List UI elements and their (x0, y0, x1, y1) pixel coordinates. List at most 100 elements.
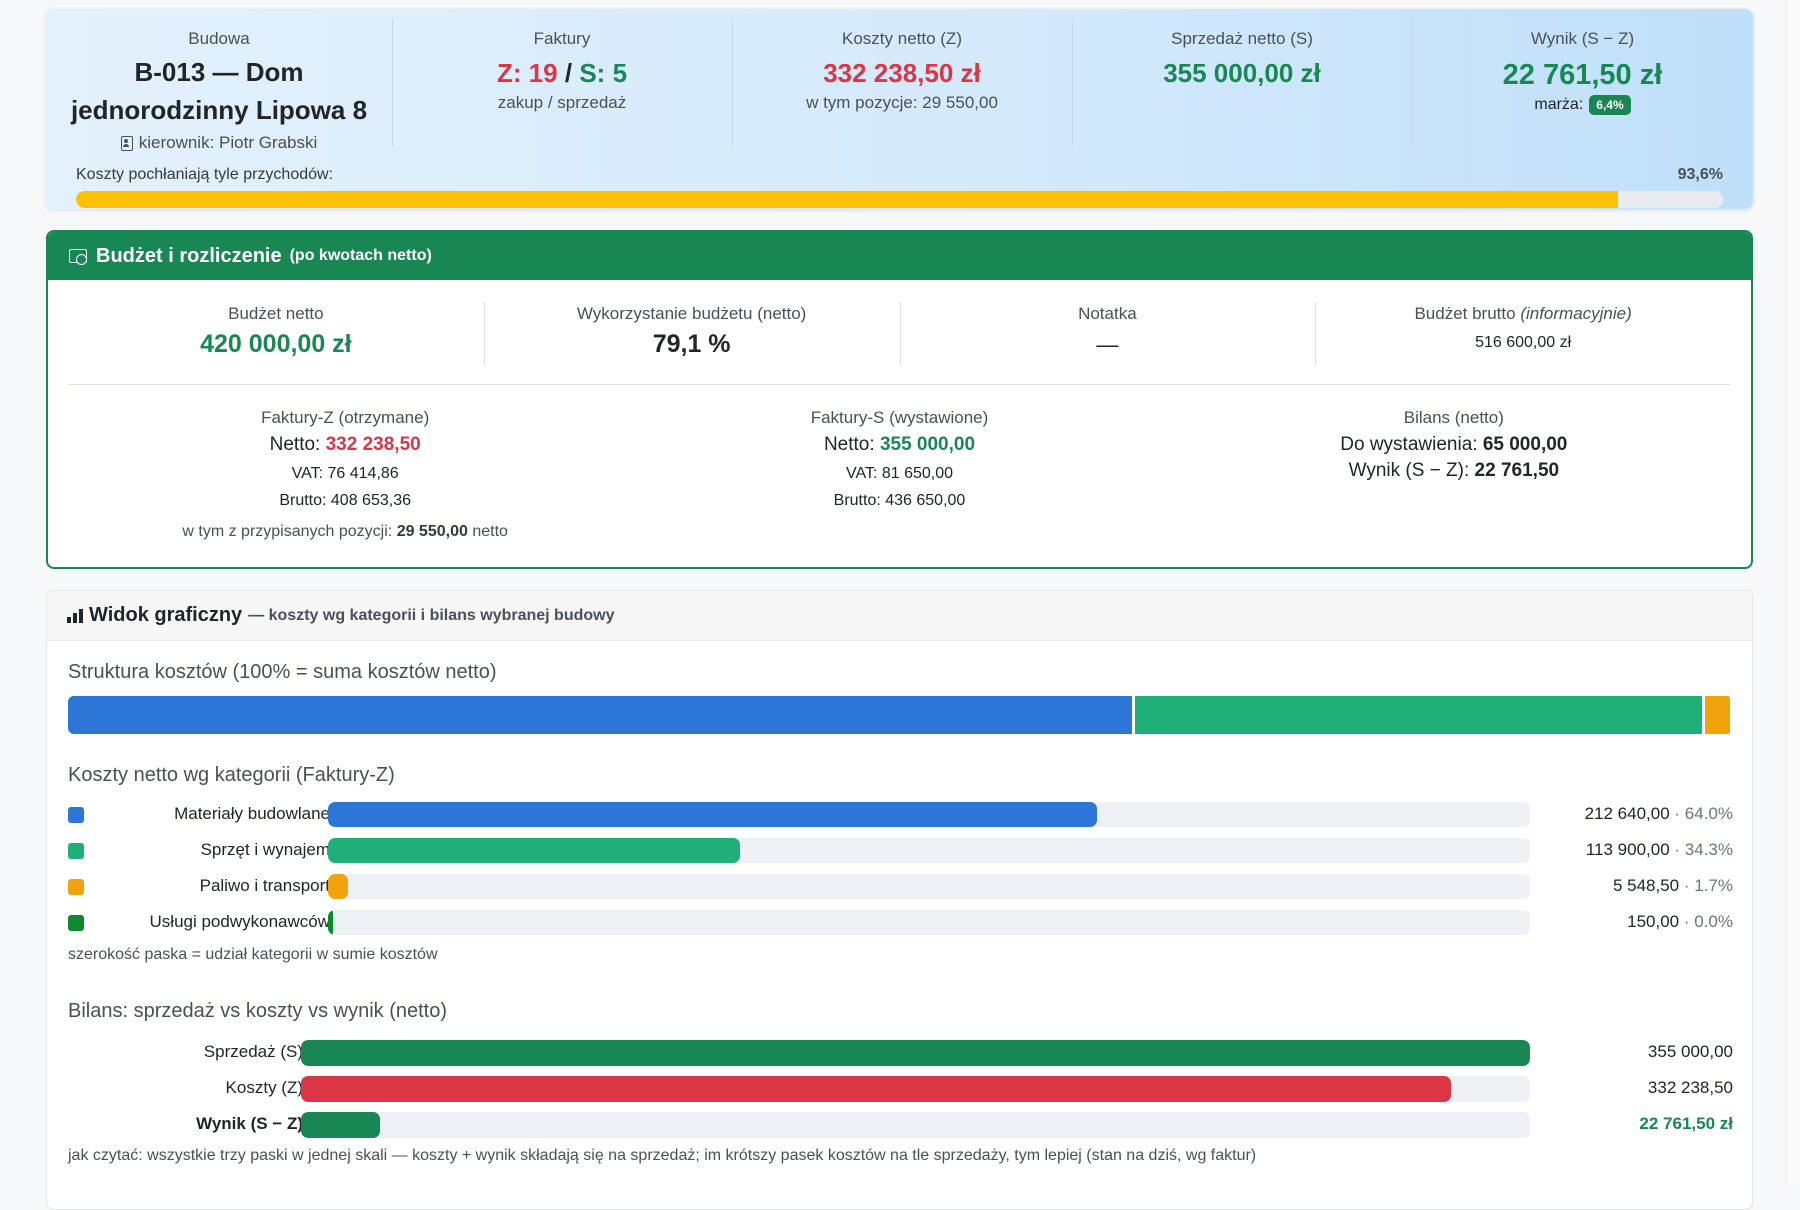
balance-label: Koszty (Z) (225, 1078, 303, 1097)
invoices-z-net: Netto: 332 238,50 (68, 434, 622, 456)
invoices-summary: Faktury Z: 19 / S: 5 zakup / sprzedaż (392, 9, 732, 149)
category-label: Sprzęt i wynajem (200, 840, 330, 859)
balance-bar-track (301, 1040, 1530, 1066)
assigned-note-prefix: w tym z przypisanych pozycji: (182, 523, 393, 540)
legend-swatch (68, 843, 84, 859)
categories-title: Koszty netto wg kategorii (Faktury-Z) (68, 764, 395, 786)
category-row: Sprzęt i wynajem 113 900,00 · 34.3% (68, 837, 1733, 865)
category-bar-track (328, 874, 1530, 899)
balance-result-label: Wynik (S − Z): (1348, 460, 1470, 481)
category-bar-track (328, 910, 1530, 935)
budget-stats: Budżet netto 420 000,00 zł Wykorzystanie… (68, 302, 1731, 374)
graph-title: Widok graficzny (89, 604, 243, 626)
invoices-z-gross: Brutto: 408 653,36 (279, 492, 411, 509)
invoices-z-vat: VAT: 76 414,86 (291, 465, 399, 482)
legend-swatch (68, 879, 84, 895)
category-row: Usługi podwykonawców 150,00 · 0.0% (68, 909, 1733, 937)
cost-structure-bar (68, 696, 1733, 734)
category-bar-track (328, 838, 1530, 863)
invoices-s-net: Netto: 355 000,00 (622, 434, 1176, 456)
structure-segment (68, 696, 1133, 734)
categories-hint: szerokość paska = udział kategorii w sum… (68, 946, 438, 963)
structure-segment (1730, 696, 1733, 734)
balance-bar (301, 1040, 1530, 1066)
invoices-z-net-value: 332 238,50 (325, 434, 421, 455)
category-bar (328, 874, 349, 899)
budget-usage-label: Wykorzystanie budżetu (netto) (576, 304, 807, 323)
costs-sub: w tym pozycje: 29 550,00 (806, 93, 998, 112)
balance-bar-track (301, 1112, 1530, 1138)
budget-card: Budżet i rozliczenie (po kwotach netto) … (46, 230, 1753, 569)
legend-swatch (68, 915, 84, 931)
category-bar (328, 838, 741, 863)
invoices-s-label: Faktury-S (wystawione) (810, 408, 989, 427)
invoices-label: Faktury (533, 29, 591, 48)
cash-coin-icon (68, 247, 88, 265)
sales-summary: Sprzedaż netto (S) 355 000,00 zł (1072, 9, 1412, 149)
margin-label: marża: (1534, 96, 1584, 113)
budget-subtitle: (po kwotach netto) (289, 247, 432, 264)
balance-result: Wynik (S − Z): 22 761,50 (1177, 460, 1731, 482)
balance-to-issue: Do wystawienia: 65 000,00 (1177, 434, 1731, 456)
result-summary: Wynik (S − Z) 22 761,50 zł marża: 6,4% (1412, 9, 1753, 149)
invoices-s-block: Faktury-S (wystawione) Netto: 355 000,00… (622, 408, 1176, 541)
gross-budget-value: 516 600,00 zł (1475, 334, 1572, 351)
balance-bar-track (301, 1076, 1530, 1102)
project-summary: Budowa B-013 — Dom jednorodzinny Lipowa … (46, 9, 392, 152)
category-value: 150,00 · 0.0% (1627, 912, 1733, 931)
net-budget-label: Budżet netto (228, 304, 324, 323)
invoices-s-gross: Brutto: 436 650,00 (833, 492, 966, 509)
balance-value: 355 000,00 (1647, 1042, 1733, 1061)
to-issue-value: 65 000,00 (1482, 434, 1568, 455)
graph-subtitle: — koszty wg kategorii i bilans wybranej … (248, 606, 615, 624)
invoices-s-net-label: Netto: (823, 434, 875, 455)
sales-label: Sprzedaż netto (S) (1171, 29, 1313, 48)
graph-card: Widok graficzny — koszty wg kategorii i … (46, 590, 1753, 1210)
margin-row: marża: 6,4% (1412, 95, 1753, 115)
balance-label: Bilans (netto) (1403, 408, 1504, 427)
scrollbar[interactable] (1786, 0, 1800, 1187)
result-label: Wynik (S − Z) (1530, 29, 1635, 48)
invoices-s-net-value: 355 000,00 (879, 434, 976, 455)
structure-segment (1132, 696, 1703, 734)
balance-hint: jak czytać: wszystkie trzy paski w jedne… (68, 1147, 1257, 1164)
invoices-z-block: Faktury-Z (otrzymane) Netto: 332 238,50 … (68, 408, 622, 541)
gross-budget-label-note: (informacyjnie) (1520, 304, 1632, 323)
absorption-label: Koszty pochłaniają tyle przychodów: (76, 166, 334, 183)
balance-bar (301, 1112, 380, 1138)
invoices-z-net-label: Netto: (269, 434, 321, 455)
absorption-progress-bar (76, 191, 1723, 208)
budget-usage-value: 79,1 % (652, 330, 731, 358)
invoices-count: Z: 19 / S: 5 (392, 55, 732, 91)
invoices-z-assigned-note: w tym z przypisanych pozycji: 29 550,00 … (68, 523, 622, 541)
balance-row: Sprzedaż (S) 355 000,00 (68, 1039, 1733, 1067)
budget-note: Notatka — (899, 302, 1316, 374)
costs-summary: Koszty netto (Z) 332 238,50 zł w tym poz… (732, 9, 1072, 149)
budget-note-value: — (1096, 332, 1119, 357)
category-value: 212 640,00 · 64.0% (1584, 804, 1733, 823)
net-budget-value: 420 000,00 zł (200, 330, 352, 358)
invoices-s-vat: VAT: 81 650,00 (845, 465, 954, 482)
assigned-note-suffix: netto (472, 523, 508, 540)
category-value: 5 548,50 · 1.7% (1612, 876, 1733, 895)
legend-swatch (68, 807, 84, 823)
to-issue-label: Do wystawienia: (1340, 434, 1478, 455)
invoices-s-count: S: 5 (579, 58, 628, 88)
invoices-separator: / (564, 58, 573, 88)
balance-value: 332 238,50 (1647, 1078, 1733, 1097)
project-manager: kierownik: Piotr Grabski (46, 133, 392, 153)
budget-divider (68, 384, 1731, 385)
costs-value: 332 238,50 zł (823, 58, 981, 88)
invoices-z-label: Faktury-Z (otrzymane) (261, 408, 430, 427)
costs-label: Koszty netto (Z) (842, 29, 962, 48)
category-label: Materiały budowlane (174, 804, 330, 823)
absorption-progress-fill (76, 191, 1618, 208)
budget-note-label: Notatka (1078, 304, 1137, 323)
balance-block: Bilans (netto) Do wystawienia: 65 000,00… (1177, 408, 1731, 541)
category-label: Paliwo i transport (199, 876, 330, 895)
category-value: 113 900,00 · 34.3% (1585, 840, 1733, 859)
sales-value: 355 000,00 zł (1163, 58, 1321, 88)
assigned-note-value: 29 550,00 (396, 523, 468, 540)
person-badge-icon (120, 135, 133, 151)
balance-bar (301, 1076, 1452, 1102)
